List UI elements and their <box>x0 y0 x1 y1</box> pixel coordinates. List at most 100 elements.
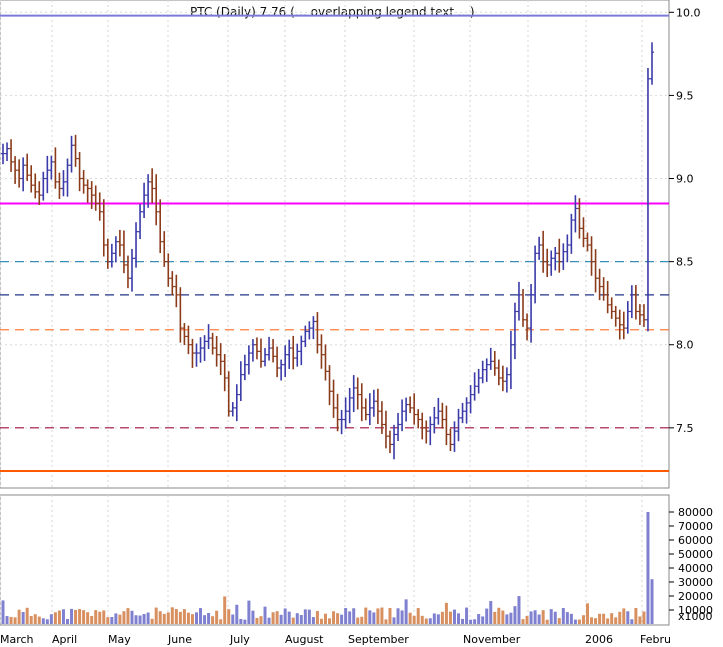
volume-bar <box>138 615 142 624</box>
volume-bar <box>142 614 146 624</box>
volume-bar <box>65 619 69 624</box>
volume-bar <box>650 579 654 624</box>
price-panel <box>0 0 670 489</box>
price-axis: 10.0 9.5 9.0 8.5 8.0 7.5 <box>669 6 701 435</box>
volume-bar <box>21 612 25 624</box>
volume-bar <box>336 613 340 624</box>
volume-bar <box>315 611 319 624</box>
volume-bar <box>158 611 162 624</box>
volume-bar <box>505 614 509 624</box>
volume-tick-label: 40000 <box>678 562 713 575</box>
volume-bar <box>166 612 170 624</box>
volume-bar <box>86 612 90 624</box>
volume-bar <box>513 606 517 624</box>
volume-bar <box>489 601 493 624</box>
volume-bar <box>102 610 106 624</box>
price-tick-label: 8.5 <box>676 256 694 269</box>
volume-bar <box>436 614 440 624</box>
time-axis: March April May June July August September Nove… <box>0 633 671 646</box>
volume-bar <box>283 608 287 624</box>
price-tick-label: 9.5 <box>676 89 694 102</box>
volume-bar <box>618 611 622 624</box>
volume-bar <box>219 619 223 624</box>
volume-bar <box>33 614 37 624</box>
volume-bar <box>29 616 33 624</box>
volume-bar <box>295 613 299 624</box>
volume-bar <box>61 609 65 624</box>
volume-bar <box>5 616 9 624</box>
volume-bar <box>622 608 626 624</box>
volume-bar <box>400 610 404 624</box>
volume-bar <box>146 612 150 624</box>
volume-bar <box>634 607 638 624</box>
volume-bar <box>626 611 630 624</box>
volume-bar <box>243 619 247 624</box>
volume-bar <box>25 607 29 624</box>
volume-bar <box>267 617 271 624</box>
volume-bar <box>444 602 448 624</box>
volume-bar <box>126 608 130 624</box>
volume-tick-label: 70000 <box>678 520 713 533</box>
volume-bar <box>231 614 235 624</box>
volume-bar <box>13 617 17 624</box>
volume-bar <box>17 609 21 624</box>
volume-bar <box>207 612 211 624</box>
volume-bar <box>307 609 311 624</box>
volume-bar <box>545 619 549 624</box>
volume-bar <box>178 611 182 624</box>
volume-bar <box>364 607 368 624</box>
volume-bar <box>590 617 594 624</box>
volume-tick-label: 30000 <box>678 576 713 589</box>
price-tick-label: 10.0 <box>676 6 701 19</box>
volume-bar <box>170 607 174 624</box>
time-tick-label: March <box>0 633 34 646</box>
volume-bar <box>247 600 251 624</box>
volume-tick-label: 60000 <box>678 534 713 547</box>
volume-bar <box>360 616 364 624</box>
volume-bar <box>299 615 303 624</box>
volume-bar <box>70 608 74 624</box>
volume-bar <box>372 612 376 624</box>
volume-bar <box>465 607 469 624</box>
volume-bar <box>49 614 53 624</box>
volume-bar <box>424 618 428 624</box>
time-tick-label: July <box>229 633 250 646</box>
volume-bar <box>481 616 485 624</box>
volume-bar <box>340 614 344 624</box>
volume-bar <box>541 610 545 624</box>
volume-bar <box>493 611 497 624</box>
volume-bar <box>521 619 525 624</box>
volume-bar <box>586 603 590 624</box>
volume-bar <box>432 613 436 624</box>
volume-tick-label: 10000 <box>678 604 713 617</box>
volume-bar <box>203 615 207 624</box>
volume-bar <box>440 611 444 624</box>
volume-bar <box>332 611 336 624</box>
volume-bar <box>319 618 323 624</box>
volume-bar <box>610 613 614 624</box>
volume-bar <box>82 610 86 624</box>
volume-bar <box>614 617 618 624</box>
volume-bar <box>255 617 259 624</box>
volume-bar <box>577 619 581 624</box>
volume-bar <box>106 617 110 624</box>
volume-bar <box>606 618 610 624</box>
volume-bar <box>537 614 541 624</box>
volume-bar <box>529 611 533 624</box>
time-tick-label: April <box>52 633 77 646</box>
volume-bar <box>239 618 243 624</box>
volume-bar <box>497 607 501 624</box>
volume-bar <box>573 619 577 624</box>
volume-bar <box>473 619 477 624</box>
volume-bar <box>303 609 307 624</box>
volume-bar <box>565 612 569 624</box>
volume-bar <box>561 608 565 624</box>
volume-bar <box>130 610 134 624</box>
volume-bar <box>638 616 642 624</box>
time-tick-label: Febru <box>640 633 671 646</box>
volume-bar <box>602 613 606 624</box>
volume-bar <box>9 616 13 624</box>
volume-bar <box>45 619 49 624</box>
time-tick-label: September <box>348 633 409 646</box>
